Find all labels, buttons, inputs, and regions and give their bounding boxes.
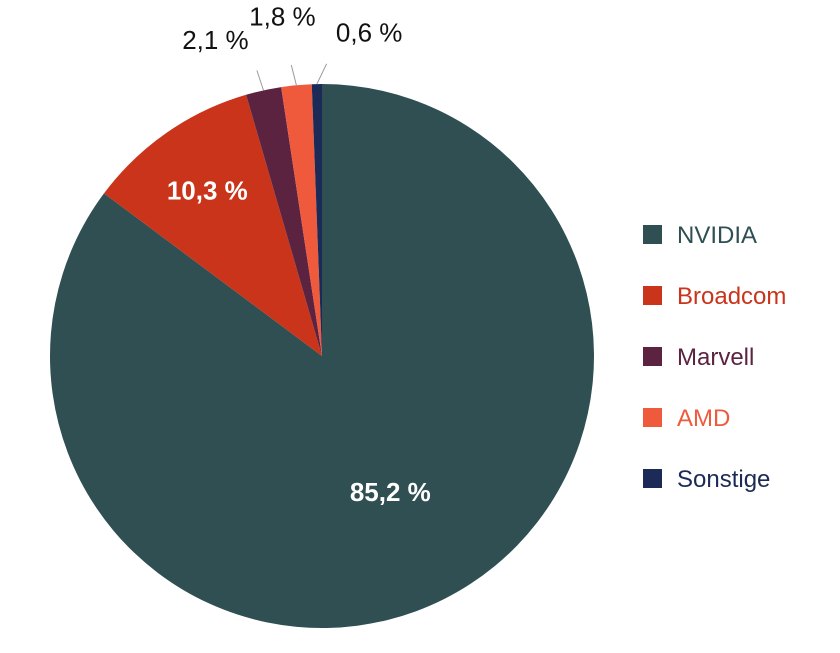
pie-slice-broadcom <box>103 94 322 357</box>
legend-label-amd: AMD <box>677 405 730 432</box>
legend: NVIDIA Broadcom Marvell AMD Sonstige <box>643 222 786 493</box>
legend-swatch-amd <box>643 408 662 427</box>
slice-label-amd: 1,8 % <box>249 2 316 32</box>
pie-slice-nvidia <box>49 84 594 629</box>
slice-label-nvidia: 85,2 % <box>350 477 431 507</box>
pie-slice-sonstige <box>311 83 322 356</box>
pie-slice-marvell <box>246 87 322 356</box>
slice-label-marvell: 2,1 % <box>182 25 249 55</box>
legend-swatch-sonstige <box>643 469 662 488</box>
slice-label-broadcom: 10,3 % <box>167 176 248 206</box>
legend-label-sonstige: Sonstige <box>677 466 770 493</box>
legend-swatch-marvell <box>643 347 662 366</box>
leader-line-marvell <box>256 70 264 91</box>
legend-label-marvell: Marvell <box>677 344 754 371</box>
pie-slice-amd <box>281 84 322 356</box>
legend-label-nvidia: NVIDIA <box>677 222 757 249</box>
leader-line-amd <box>290 64 297 86</box>
slice-labels: 85,2 % 10,3 % 2,1 %1,8 % 0,6 % <box>167 2 431 508</box>
pie-slices <box>49 83 594 629</box>
legend-label-broadcom: Broadcom <box>677 283 786 310</box>
slice-label-sonstige: 0,6 % <box>336 18 403 48</box>
legend-swatch-nvidia <box>643 225 662 244</box>
leader-line-sonstige <box>316 63 328 85</box>
legend-swatch-broadcom <box>643 286 662 305</box>
